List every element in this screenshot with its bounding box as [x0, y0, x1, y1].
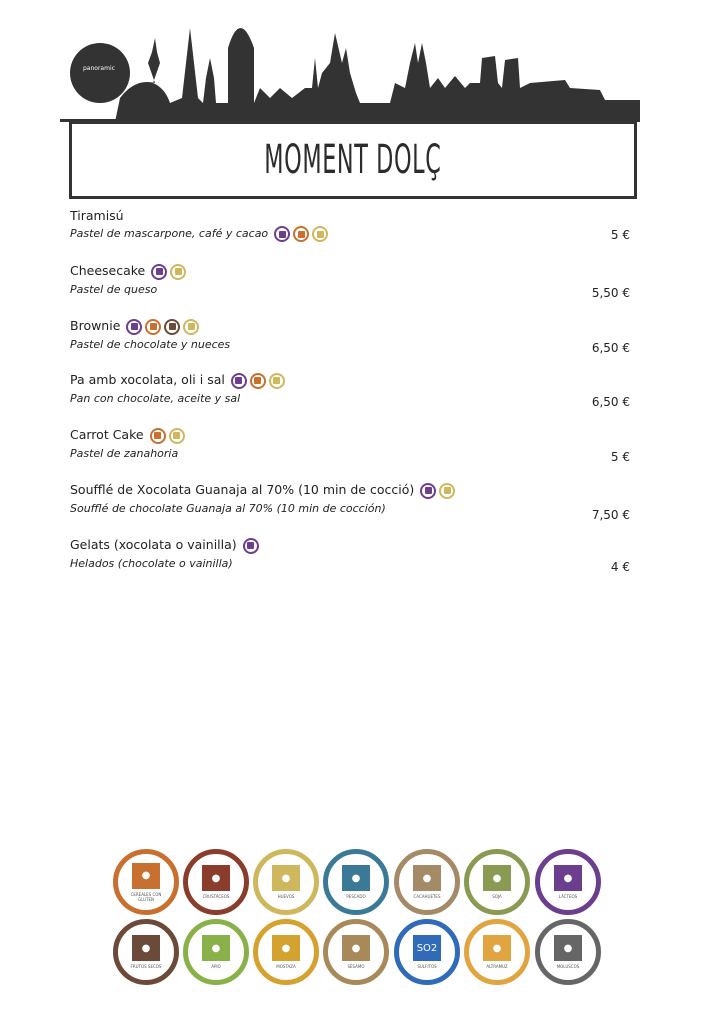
legend-label: SÉSAMO	[347, 964, 365, 969]
gluten-allergen-icon	[293, 226, 310, 242]
legend-label: HUEVOS	[277, 894, 295, 899]
legend-nut: ● FRUTOS SECOS	[113, 919, 179, 985]
menu-item: Pa amb xocolata, oli i sal Pan con choco…	[70, 372, 630, 409]
lacteos-allergen-icon	[230, 372, 247, 389]
allergen-icons	[126, 318, 200, 335]
lacteos-allergen-icon	[242, 537, 259, 554]
page-title: MOMENT DOLÇ	[264, 137, 442, 183]
item-price: 5 €	[610, 450, 630, 464]
item-name: Soufflé de Xocolata Guanaja al 70% (10 m…	[70, 482, 630, 499]
item-price: 6,50 €	[591, 341, 630, 355]
item-description: Soufflé de chocolate Guanaja al 70% (10 …	[70, 501, 386, 515]
huevos-allergen-icon	[439, 482, 456, 499]
item-description: Pastel de zanahoria	[70, 446, 179, 460]
legend-label: CACAHUETES	[413, 894, 441, 899]
egg-icon: ●	[272, 865, 300, 891]
legend-label: ALTRAMUZ	[486, 964, 508, 969]
legend-label: CRUSTÁCEOS	[202, 894, 230, 899]
legend-sesame: ● SÉSAMO	[323, 919, 389, 985]
barcelona-skyline-logo: panoramic	[60, 28, 640, 122]
peanut-icon: ●	[413, 865, 441, 891]
legend-egg: ● HUEVOS	[253, 849, 319, 915]
menu-item: Carrot Cake Pastel de zanahoria 5 €	[70, 427, 630, 464]
legend-label: SOJA	[492, 894, 502, 899]
soy-icon: ●	[483, 865, 511, 891]
title-box: MOMENT DOLÇ	[69, 121, 637, 199]
item-price: 4 €	[610, 560, 630, 574]
milk-icon: ●	[554, 865, 582, 891]
item-description: Pastel de chocolate y nueces	[70, 337, 231, 351]
item-name: Tiramisú	[70, 208, 124, 223]
allergen-icons	[149, 427, 185, 444]
item-price: 5,50 €	[591, 286, 630, 300]
item-description: Pastel de queso	[70, 282, 158, 296]
item-description: Pastel de mascarpone, café y cacao	[70, 226, 630, 242]
legend-fish: ● PESCADO	[323, 849, 389, 915]
legend-label: FRUTOS SECOS	[130, 964, 162, 969]
menu-item: Tiramisú Pastel de mascarpone, café y ca…	[70, 208, 630, 242]
item-price: 5 €	[610, 228, 630, 242]
celery-icon: ●	[202, 935, 230, 961]
allergen-icons	[151, 263, 187, 280]
allergen-icons	[230, 372, 285, 389]
lacteos-allergen-icon	[151, 263, 168, 280]
item-name: Cheesecake	[70, 263, 630, 280]
gluten-allergen-icon	[149, 427, 166, 444]
menu-item: Gelats (xocolata o vainilla) Helados (ch…	[70, 537, 630, 574]
item-price: 7,50 €	[591, 508, 630, 522]
wheat-icon: ●	[132, 862, 160, 889]
legend-peanut: ● CACAHUETES	[394, 849, 460, 915]
legend-mustard: ● MOSTAZA	[253, 919, 319, 985]
item-description: Helados (chocolate o vainilla)	[70, 556, 233, 570]
sesame-icon: ●	[342, 935, 370, 961]
logo-text: panoramic	[83, 65, 115, 72]
gluten-allergen-icon	[249, 372, 266, 389]
lupin-icon: ●	[483, 935, 511, 961]
item-name: Carrot Cake	[70, 427, 630, 444]
legend-label: MOSTAZA	[276, 964, 296, 969]
huevos-allergen-icon	[170, 263, 187, 280]
legend-label: LÁCTEOS	[558, 894, 578, 899]
legend-shrimp: ● CRUSTÁCEOS	[183, 849, 249, 915]
legend-label: CEREALES CON GLUTEN	[130, 891, 162, 902]
legend-celery: ● APIO	[183, 919, 249, 985]
frutos-secos-allergen-icon	[164, 318, 181, 335]
allergen-icons	[242, 537, 259, 554]
gluten-allergen-icon	[145, 318, 162, 335]
huevos-allergen-icon	[168, 427, 185, 444]
legend-label: MOLUSCOS	[556, 964, 580, 969]
shrimp-icon: ●	[202, 865, 230, 891]
shell-icon: ●	[554, 935, 582, 961]
nut-icon: ●	[132, 935, 160, 961]
mustard-icon: ●	[272, 935, 300, 961]
huevos-allergen-icon	[312, 226, 329, 242]
so2-icon: SO2	[413, 935, 441, 961]
item-name: Gelats (xocolata o vainilla)	[70, 537, 630, 554]
legend-label: APIO	[211, 964, 221, 969]
menu-item: Brownie Pastel de chocolate y nueces 6,5…	[70, 318, 630, 355]
menu-item: Cheesecake Pastel de queso 5,50 €	[70, 263, 630, 300]
lacteos-allergen-icon	[274, 226, 291, 242]
item-price: 6,50 €	[591, 395, 630, 409]
legend-so2: SO2 SULFITOS	[394, 919, 460, 985]
legend-label: SULFITOS	[417, 964, 437, 969]
huevos-allergen-icon	[183, 318, 200, 335]
menu-item: Soufflé de Xocolata Guanaja al 70% (10 m…	[70, 482, 630, 522]
item-description: Pan con chocolate, aceite y sal	[70, 391, 241, 405]
lacteos-allergen-icon	[126, 318, 143, 335]
huevos-allergen-icon	[268, 372, 285, 389]
allergen-icons	[420, 482, 456, 499]
legend-wheat: ● CEREALES CON GLUTEN	[113, 849, 179, 915]
legend-milk: ● LÁCTEOS	[535, 849, 601, 915]
legend-soy: ● SOJA	[464, 849, 530, 915]
item-name: Pa amb xocolata, oli i sal	[70, 372, 630, 389]
legend-label: PESCADO	[346, 894, 366, 899]
legend-lupin: ● ALTRAMUZ	[464, 919, 530, 985]
fish-icon: ●	[342, 865, 370, 891]
legend-shell: ● MOLUSCOS	[535, 919, 601, 985]
lacteos-allergen-icon	[420, 482, 437, 499]
item-name: Brownie	[70, 318, 630, 335]
allergen-icons	[274, 226, 329, 242]
